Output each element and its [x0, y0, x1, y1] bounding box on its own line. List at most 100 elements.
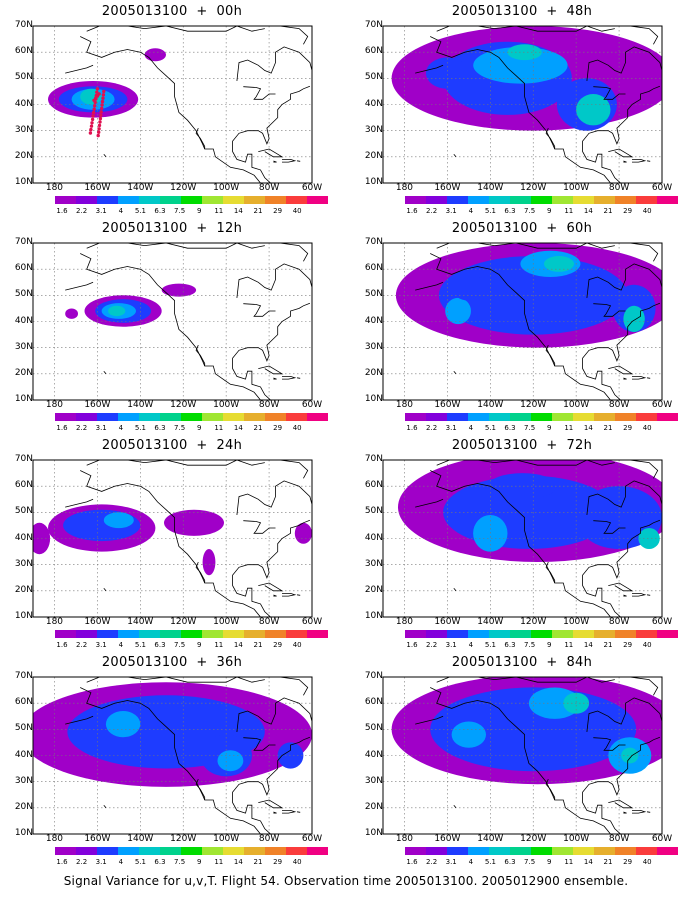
variance-map — [382, 676, 663, 835]
latitude-label: 10N — [14, 177, 33, 187]
coastline — [415, 281, 444, 291]
longitude-label: 80W — [608, 400, 630, 410]
longitude-label: 120W — [170, 400, 197, 410]
variance-map — [382, 25, 663, 184]
colorbar-label: 3.1 — [95, 207, 107, 215]
colorbar-swatch — [244, 847, 265, 855]
variance-contour-level-1 — [161, 283, 197, 297]
colorbar-label: 14 — [233, 858, 243, 866]
longitude-label: 100W — [563, 834, 590, 844]
longitude-label: 160W — [84, 183, 111, 193]
colorbar — [55, 196, 328, 204]
flight-track-point — [101, 93, 106, 97]
colorbar-swatch — [139, 413, 160, 421]
latitude-label: 30N — [14, 341, 33, 352]
latitude-label: 30N — [14, 558, 33, 569]
longitude-label: 120W — [520, 617, 547, 627]
flight-track-point — [93, 104, 97, 108]
colorbar-label: 2.2 — [76, 858, 88, 866]
coastline — [247, 677, 309, 696]
panel-title: 2005013100 + 36h — [101, 655, 243, 670]
colorbar-swatch — [447, 196, 468, 204]
longitude-label: 140W — [477, 834, 504, 844]
colorbar-label: 5.1 — [134, 641, 146, 649]
colorbar-label: 4 — [468, 858, 474, 866]
coastline — [258, 799, 284, 809]
colorbar-label: 21 — [603, 641, 613, 649]
colorbar-label: 29 — [273, 207, 283, 215]
colorbar-swatch — [615, 196, 636, 204]
coastline — [623, 377, 627, 380]
latitude-label: 20N — [364, 367, 383, 378]
colorbar-swatch — [139, 847, 160, 855]
longitude-label: 100W — [213, 617, 240, 627]
colorbar-label: 6.3 — [504, 424, 516, 432]
colorbar-swatch — [489, 630, 510, 638]
map-panel-grid: 2005013100 + 00h 70N 60N 50N 40N 30N 20N 10N 180… — [14, 4, 690, 866]
longitude-label: 180 — [45, 834, 64, 844]
variance-contour-level-3 — [105, 711, 141, 738]
colorbar-swatch — [307, 630, 328, 638]
coastline — [597, 460, 659, 479]
latitude-label: 70N — [14, 671, 33, 681]
coastline — [80, 36, 261, 183]
flight-track-point — [102, 89, 106, 94]
colorbar-label: 40 — [292, 207, 302, 215]
coastline — [646, 160, 651, 162]
coastline — [296, 594, 301, 596]
coastline — [65, 64, 94, 74]
colorbar-swatch — [405, 847, 426, 855]
colorbar-swatch — [594, 847, 615, 855]
colorbar-label: 4 — [118, 424, 124, 432]
latitude-label: 60N — [14, 46, 33, 57]
colorbar-label: 4 — [118, 207, 124, 215]
longitude-label: 160W — [84, 834, 111, 844]
longitude-label: 140W — [127, 183, 154, 193]
colorbar-swatch — [636, 630, 657, 638]
colorbar-label: 2.2 — [76, 207, 88, 215]
map-panel-p60: 2005013100 + 60h 70N 60N 50N 40N 30N 20N 10N 180… — [350, 217, 690, 433]
colorbar-label: 11 — [214, 207, 224, 215]
coastline — [232, 519, 311, 617]
coastline — [296, 811, 301, 813]
colorbar-swatch — [55, 847, 76, 855]
longitude-label: 180 — [45, 617, 64, 627]
latitude-label: 60N — [14, 263, 33, 274]
flight-track-point — [88, 131, 93, 135]
colorbar-label: 7.5 — [174, 858, 186, 866]
colorbar-label: 7.5 — [524, 207, 536, 215]
colorbar-label: 7.5 — [174, 641, 186, 649]
coastline — [608, 365, 634, 375]
longitude-label: 160W — [84, 400, 111, 410]
colorbar-swatch — [615, 630, 636, 638]
colorbar-swatch — [76, 847, 97, 855]
latitude-label: 20N — [364, 150, 383, 161]
colorbar-swatch — [244, 196, 265, 204]
colorbar-label: 40 — [292, 858, 302, 866]
flight-track-point — [92, 98, 96, 103]
longitude-label: 80W — [608, 183, 630, 193]
colorbar-label: 5.1 — [484, 207, 496, 215]
colorbar-label: 14 — [233, 207, 243, 215]
coastline — [632, 593, 647, 597]
colorbar-label: 11 — [564, 207, 574, 215]
colorbar-swatch — [636, 413, 657, 421]
colorbar-swatch — [552, 413, 573, 421]
colorbar-swatch — [307, 196, 328, 204]
latitude-label: 40N — [364, 749, 383, 760]
colorbar-label: 1.6 — [406, 858, 418, 866]
coastline — [453, 804, 457, 809]
latitude-label: 40N — [364, 532, 383, 543]
latitude-label: 30N — [364, 775, 383, 786]
longitude-label: 60W — [301, 400, 323, 410]
coastline — [582, 302, 661, 400]
colorbar-swatch — [657, 196, 678, 204]
colorbar-label: 29 — [623, 858, 633, 866]
longitude-label: 80W — [608, 617, 630, 627]
colorbar-swatch — [265, 847, 286, 855]
latitude-label: 70N — [14, 454, 33, 464]
coastline — [273, 594, 277, 597]
longitude-label: 80W — [608, 834, 630, 844]
variance-contour-level-2 — [425, 57, 469, 89]
colorbar-swatch — [286, 413, 307, 421]
